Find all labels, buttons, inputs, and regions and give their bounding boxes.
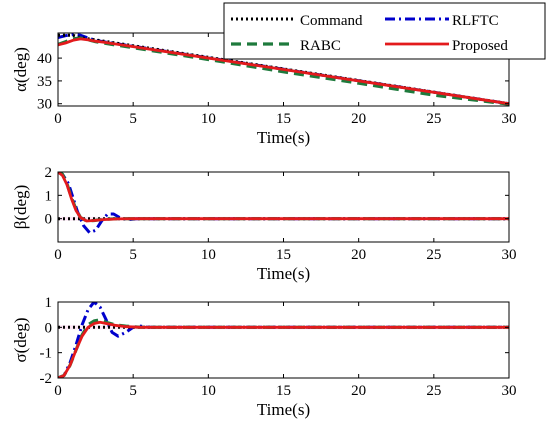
x-axis-title: Time(s) bbox=[257, 264, 310, 283]
axes-box bbox=[57, 301, 510, 379]
y-tick-label: 40 bbox=[37, 51, 52, 67]
y-axis-title: σ(deg) bbox=[11, 317, 30, 362]
y-tick-label: 30 bbox=[37, 97, 52, 113]
x-tick-label: 30 bbox=[502, 383, 517, 399]
y-tick-label: 1 bbox=[45, 295, 53, 311]
x-tick-label: 30 bbox=[502, 247, 517, 263]
y-tick-label: 0 bbox=[45, 320, 53, 336]
x-tick-label: 5 bbox=[129, 247, 137, 263]
subplot-sigma: 0 5 10 15 20 25 30 -2 -1 0 1 Time(s) σ(deg) bbox=[11, 295, 517, 419]
x-tick-label: 20 bbox=[351, 111, 366, 127]
legend: Command RLFTC RABC Proposed bbox=[223, 2, 546, 60]
legend-item-rabc: RABC bbox=[231, 38, 341, 54]
y-tick-label: 0 bbox=[45, 212, 53, 228]
x-tick-label: 0 bbox=[54, 383, 62, 399]
subplot-alpha: 0 5 10 15 20 25 30 30 35 40 Time(s) α(deg) bbox=[11, 32, 517, 147]
x-tick-label: 25 bbox=[426, 383, 441, 399]
x-tick-label: 25 bbox=[426, 111, 441, 127]
y-axis-title: β(deg) bbox=[11, 185, 30, 230]
x-tick-label: 10 bbox=[201, 111, 216, 127]
x-tick-label: 15 bbox=[276, 383, 291, 399]
x-tick-label: 20 bbox=[351, 247, 366, 263]
x-tick-label: 5 bbox=[129, 383, 137, 399]
y-tick-label: 2 bbox=[45, 165, 53, 181]
subplot-beta: 0 5 10 15 20 25 30 0 1 2 Time(s) β(deg) bbox=[11, 165, 517, 283]
x-tick-label: 25 bbox=[426, 247, 441, 263]
x-tick-label: 5 bbox=[129, 111, 137, 127]
y-tick-label: -1 bbox=[40, 346, 53, 362]
x-tick-label: 20 bbox=[351, 383, 366, 399]
x-tick-label: 15 bbox=[276, 247, 291, 263]
series-line-rlftc bbox=[58, 302, 509, 378]
legend-label: RLFTC bbox=[452, 13, 499, 29]
series-line-proposed bbox=[58, 172, 509, 223]
x-axis-title: Time(s) bbox=[257, 128, 310, 147]
x-tick-label: 30 bbox=[502, 111, 517, 127]
legend-label: Command bbox=[300, 13, 363, 29]
x-tick-label: 15 bbox=[276, 111, 291, 127]
legend-label: Proposed bbox=[452, 38, 508, 54]
x-tick-label: 10 bbox=[201, 383, 216, 399]
legend-box bbox=[223, 2, 546, 60]
x-tick-label: 0 bbox=[54, 247, 62, 263]
axes-box bbox=[57, 171, 510, 243]
series-line-rabc bbox=[58, 172, 509, 223]
series-line-rlftc bbox=[58, 172, 509, 235]
y-tick-label: -2 bbox=[40, 371, 53, 387]
x-tick-label: 0 bbox=[54, 111, 62, 127]
y-tick-label: 35 bbox=[37, 74, 52, 90]
series-line-proposed bbox=[58, 37, 509, 106]
legend-label: RABC bbox=[300, 38, 341, 54]
x-tick-label: 10 bbox=[201, 247, 216, 263]
x-axis-title: Time(s) bbox=[257, 400, 310, 419]
legend-item-proposed: Proposed bbox=[385, 38, 508, 54]
series-line-proposed bbox=[58, 320, 509, 378]
y-axis-title: α(deg) bbox=[11, 47, 30, 92]
legend-item-command: Command bbox=[231, 13, 363, 29]
legend-item-rlftc: RLFTC bbox=[385, 13, 499, 29]
y-tick-label: 1 bbox=[45, 188, 53, 204]
